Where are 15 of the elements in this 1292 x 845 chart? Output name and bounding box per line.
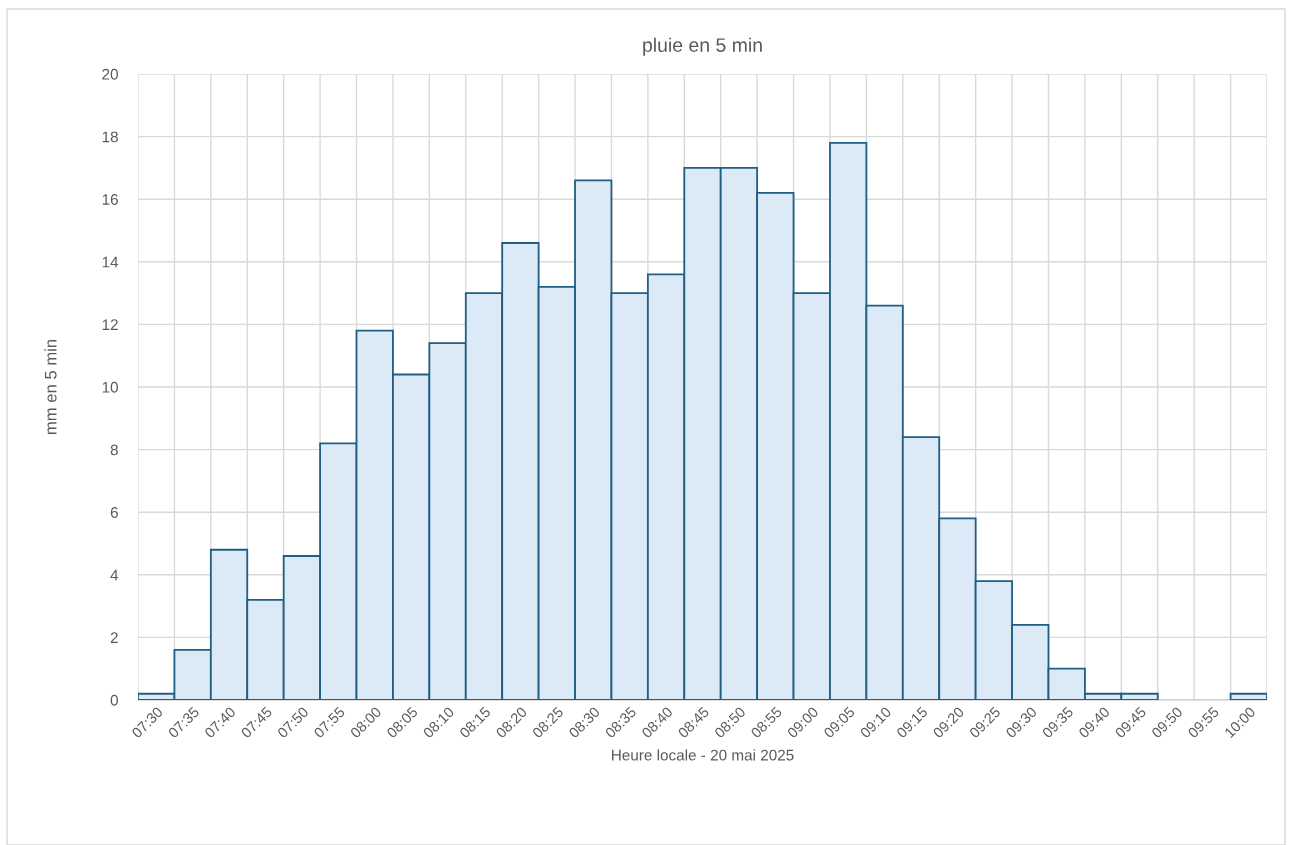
y-tick-label: 16 [102, 194, 118, 205]
x-axis-title: Heure locale - 20 mai 2025 [612, 749, 794, 761]
y-tick-label: 0 [110, 694, 118, 706]
bar [1229, 692, 1267, 700]
y-tick-label: 18 [102, 131, 118, 143]
y-tick-label: 4 [110, 569, 119, 581]
y-tick-label: 14 [102, 256, 119, 268]
y-tick-label: 8 [110, 444, 118, 456]
y-tick-label: 2 [110, 632, 118, 643]
y-tick-label: 10 [102, 381, 118, 393]
y-axis-title: mm en 5 min [44, 339, 57, 435]
y-tick-label: 12 [102, 319, 118, 330]
chart-title: pluie en 5 min [643, 37, 762, 56]
y-tick-label: 20 [102, 68, 118, 80]
y-tick-label: 6 [110, 507, 118, 518]
